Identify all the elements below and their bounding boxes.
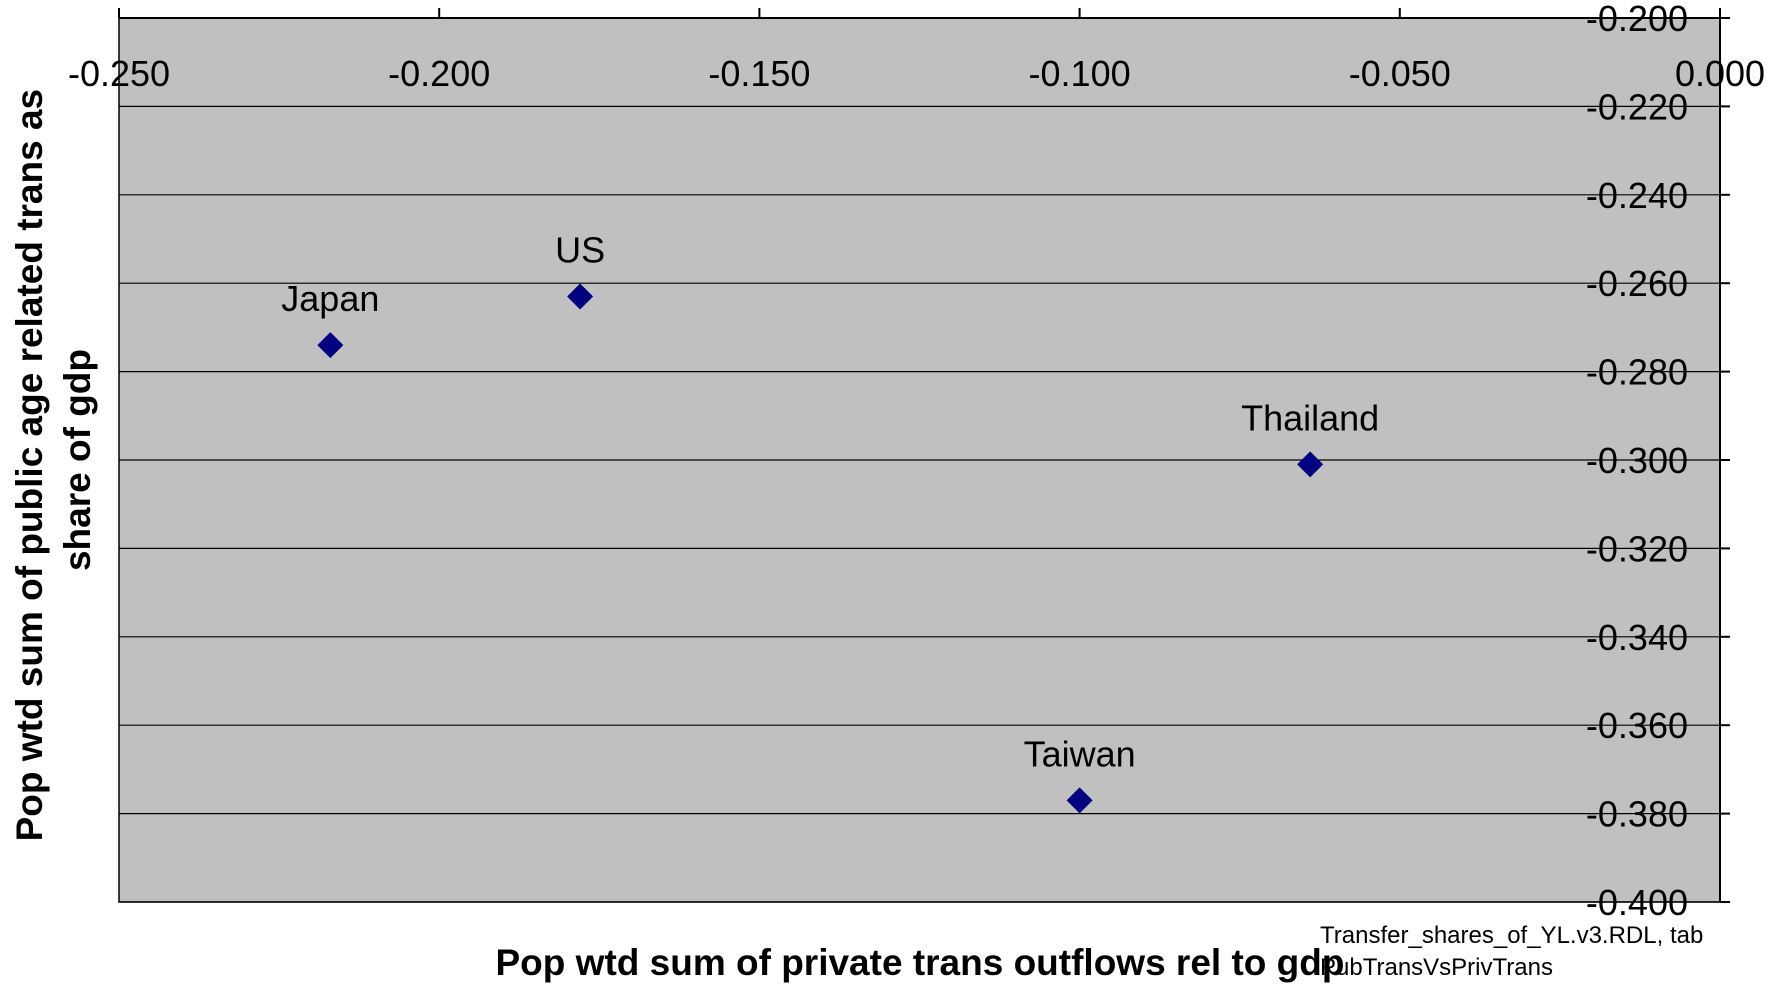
- x-tick-label-1: -0.200: [388, 53, 490, 94]
- y-tick-label-3: -0.260: [1586, 263, 1688, 304]
- x-tick-label-0: -0.250: [68, 53, 170, 94]
- point-marker-thailand: [1297, 451, 1324, 478]
- y-tick-label-5: -0.300: [1586, 440, 1688, 481]
- y-axis-title-line-2: share of gdp: [57, 349, 98, 571]
- x-tick-label-5: 0.000: [1675, 53, 1765, 94]
- point-label-taiwan: Taiwan: [1024, 733, 1136, 774]
- x-tick-label-2: -0.150: [708, 53, 810, 94]
- source-note-line-2: PubTransVsPrivTrans: [1320, 954, 1553, 981]
- point-marker-taiwan: [1066, 787, 1093, 814]
- source-note-line-1: Transfer_shares_of_YL.v3.RDL, tab: [1320, 922, 1704, 949]
- y-tick-label-0: -0.200: [1586, 0, 1688, 39]
- point-marker-us: [567, 283, 594, 310]
- x-tick-label-3: -0.100: [1029, 53, 1131, 94]
- x-axis-ticks: -0.250 -0.200 -0.150 -0.100 -0.050 0.000: [68, 8, 1765, 94]
- y-tick-label-4: -0.280: [1586, 352, 1688, 393]
- point-label-us: US: [555, 229, 605, 270]
- y-tick-label-2: -0.240: [1586, 175, 1688, 216]
- point-label-thailand: Thailand: [1241, 397, 1379, 438]
- y-axis-title-line-1: Pop wtd sum of public age related trans …: [9, 89, 50, 841]
- y-tick-label-9: -0.380: [1586, 794, 1688, 835]
- source-note: Transfer_shares_of_YL.v3.RDL, tab PubTra…: [1320, 920, 1703, 984]
- y-tick-label-6: -0.320: [1586, 528, 1688, 569]
- x-tick-label-4: -0.050: [1349, 53, 1451, 94]
- y-axis-title: Pop wtd sum of public age related trans …: [9, 79, 98, 842]
- y-tick-label-8: -0.360: [1586, 705, 1688, 746]
- data-points: Japan US Thailand Taiwan: [281, 229, 1379, 814]
- y-axis-ticks: -0.200 -0.220 -0.240 -0.260 -0.280 -0.300 -0.3…: [1586, 0, 1730, 923]
- point-label-japan: Japan: [281, 278, 379, 319]
- y-tick-label-10: -0.400: [1586, 882, 1688, 923]
- point-marker-japan: [317, 332, 344, 359]
- y-tick-label-7: -0.340: [1586, 617, 1688, 658]
- x-axis-title: Pop wtd sum of private trans outflows re…: [496, 942, 1345, 983]
- y-tick-label-1: -0.220: [1586, 86, 1688, 127]
